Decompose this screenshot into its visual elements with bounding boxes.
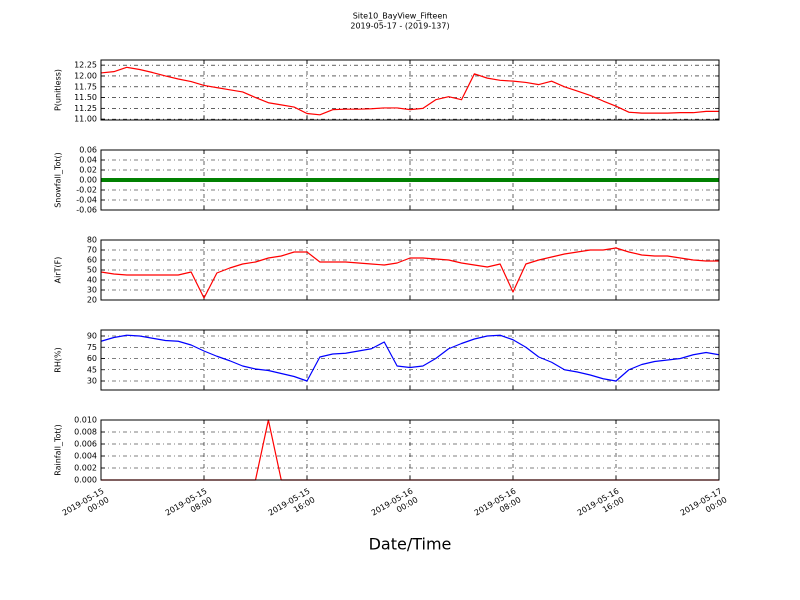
y-tick-label: 60	[87, 354, 97, 363]
y-axis-label: P(unitless)	[54, 69, 63, 111]
y-tick-label: 20	[87, 296, 97, 305]
y-tick-label: 30	[87, 286, 97, 295]
y-tick-label: -0.04	[76, 196, 97, 205]
axes-frame	[100, 329, 720, 391]
chart-subtitle: 2019-05-17 - (2019-137)	[350, 22, 449, 31]
data-line	[100, 66, 719, 116]
y-tick-label: 11.75	[74, 82, 97, 91]
y-tick-label: 90	[87, 332, 97, 341]
y-tick-label: 40	[87, 276, 97, 285]
y-tick-label: 30	[87, 377, 97, 386]
y-axis-label: AirT(F)	[54, 257, 63, 284]
y-tick-label: 0.008	[74, 428, 97, 437]
y-tick-label: 0.006	[74, 440, 97, 449]
chart-title: Site10_BayView_Fifteen	[353, 12, 448, 21]
y-tick-label: 0.00	[79, 176, 97, 185]
y-tick-label: 11.25	[74, 104, 97, 113]
y-tick-label: 11.50	[74, 93, 97, 102]
y-tick-label: 11.00	[74, 115, 97, 124]
y-tick-label: 12.25	[74, 61, 97, 70]
y-tick-label: 70	[87, 246, 97, 255]
axes-frame	[100, 419, 720, 481]
y-tick-label: -0.02	[76, 186, 97, 195]
axes-frame	[100, 149, 720, 211]
y-tick-label: 45	[87, 365, 97, 374]
y-axis-label: RH(%)	[54, 347, 63, 372]
y-tick-label: 0.000	[74, 476, 97, 485]
y-axis-label: Rainfall_Tot()	[54, 424, 63, 476]
axes-frame	[100, 59, 720, 121]
y-tick-label: 50	[87, 266, 97, 275]
x-axis-label: Date/Time	[369, 535, 452, 554]
y-tick-label: 0.002	[74, 464, 97, 473]
y-tick-label: 0.004	[74, 452, 97, 461]
data-line	[100, 247, 719, 299]
y-tick-label: 0.06	[79, 146, 97, 155]
y-tick-label: 75	[87, 343, 97, 352]
y-tick-label: 80	[87, 236, 97, 245]
y-tick-label: 12.00	[74, 71, 97, 80]
y-tick-label: 0.04	[79, 156, 97, 165]
y-tick-label: 60	[87, 256, 97, 265]
y-tick-label: 0.010	[74, 416, 97, 425]
y-axis-label: Snowfall_Tot()	[54, 152, 63, 208]
data-line	[100, 334, 720, 382]
axes-frame	[100, 239, 720, 301]
y-tick-label: -0.06	[76, 206, 97, 215]
y-tick-label: 0.02	[79, 166, 97, 175]
